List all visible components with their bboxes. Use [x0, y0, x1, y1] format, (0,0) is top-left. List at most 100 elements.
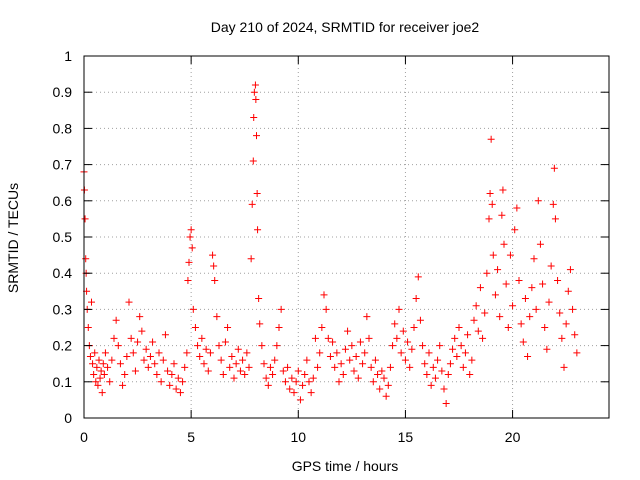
- data-point: [419, 342, 427, 350]
- data-point: [562, 320, 570, 328]
- data-point: [250, 88, 258, 96]
- data-point: [309, 374, 317, 382]
- data-point: [198, 334, 206, 342]
- data-point: [380, 374, 388, 382]
- data-point: [331, 363, 339, 371]
- data-point: [406, 363, 414, 371]
- data-point: [184, 276, 192, 284]
- data-point: [86, 352, 94, 360]
- data-point: [116, 360, 124, 368]
- data-point: [489, 251, 497, 259]
- data-point: [123, 352, 131, 360]
- data-point: [134, 338, 142, 346]
- data-point: [253, 190, 261, 198]
- data-point: [166, 381, 174, 389]
- data-point: [536, 240, 544, 248]
- data-point: [211, 276, 219, 284]
- data-point: [88, 298, 95, 306]
- data-point: [517, 320, 525, 328]
- data-point: [157, 378, 165, 386]
- data-points: [80, 81, 581, 408]
- data-point: [264, 381, 272, 389]
- x-tick-label: 5: [187, 429, 195, 445]
- data-point: [395, 305, 403, 313]
- data-point: [210, 262, 218, 270]
- data-point: [556, 309, 564, 317]
- data-point: [440, 385, 448, 393]
- data-point: [288, 374, 296, 382]
- data-point: [136, 313, 144, 321]
- data-point: [545, 298, 553, 306]
- data-point: [521, 295, 529, 303]
- data-point: [96, 374, 104, 382]
- data-point: [252, 95, 260, 103]
- data-point: [266, 363, 274, 371]
- data-point: [389, 342, 397, 350]
- x-tick-label: 0: [80, 429, 88, 445]
- data-point: [186, 233, 194, 241]
- data-point: [410, 324, 418, 331]
- data-point: [354, 374, 362, 382]
- y-tick-label: 0.4: [53, 265, 73, 281]
- data-point: [401, 356, 409, 364]
- data-point: [550, 164, 558, 172]
- data-point: [200, 360, 208, 368]
- data-point: [303, 356, 311, 364]
- data-point: [251, 81, 259, 89]
- data-point: [560, 363, 568, 371]
- data-point: [255, 295, 263, 303]
- data-point: [249, 157, 257, 165]
- data-point: [335, 378, 343, 386]
- data-point: [301, 371, 309, 379]
- data-point: [474, 327, 482, 335]
- data-point: [547, 262, 555, 270]
- data-point: [427, 381, 435, 389]
- data-point: [532, 305, 540, 313]
- data-point: [350, 367, 358, 375]
- data-point: [97, 367, 105, 375]
- data-point: [369, 378, 377, 386]
- x-tick-label: 20: [505, 429, 521, 445]
- data-point: [153, 371, 161, 379]
- data-point: [425, 349, 433, 357]
- data-point: [541, 324, 549, 331]
- data-point: [189, 305, 197, 313]
- data-point: [504, 324, 512, 331]
- data-point: [239, 356, 247, 364]
- data-point: [248, 200, 256, 208]
- data-point: [119, 381, 127, 389]
- data-point: [506, 251, 514, 259]
- y-tick-label: 0.2: [53, 338, 73, 354]
- data-point: [569, 305, 577, 313]
- data-point: [476, 284, 484, 292]
- data-point: [191, 324, 199, 331]
- data-point: [404, 338, 412, 346]
- data-point: [519, 338, 527, 346]
- data-point: [416, 316, 424, 324]
- data-point: [339, 371, 347, 379]
- data-point: [183, 349, 191, 357]
- data-point: [326, 352, 334, 360]
- data-point: [316, 349, 324, 357]
- data-point: [140, 356, 148, 364]
- data-point: [414, 273, 422, 281]
- data-point: [161, 331, 169, 339]
- data-point: [367, 363, 375, 371]
- data-point: [399, 327, 407, 335]
- data-point: [329, 338, 337, 346]
- data-point: [455, 324, 463, 331]
- data-point: [168, 371, 176, 379]
- data-point: [498, 211, 506, 219]
- data-point: [219, 371, 227, 379]
- data-point: [89, 360, 97, 368]
- data-point: [271, 356, 279, 364]
- data-point: [421, 360, 429, 368]
- data-point: [481, 309, 489, 317]
- data-point: [470, 316, 478, 324]
- data-point: [215, 342, 223, 350]
- data-point: [453, 352, 461, 360]
- data-point: [451, 334, 459, 342]
- data-point: [376, 385, 384, 393]
- data-point: [247, 255, 255, 263]
